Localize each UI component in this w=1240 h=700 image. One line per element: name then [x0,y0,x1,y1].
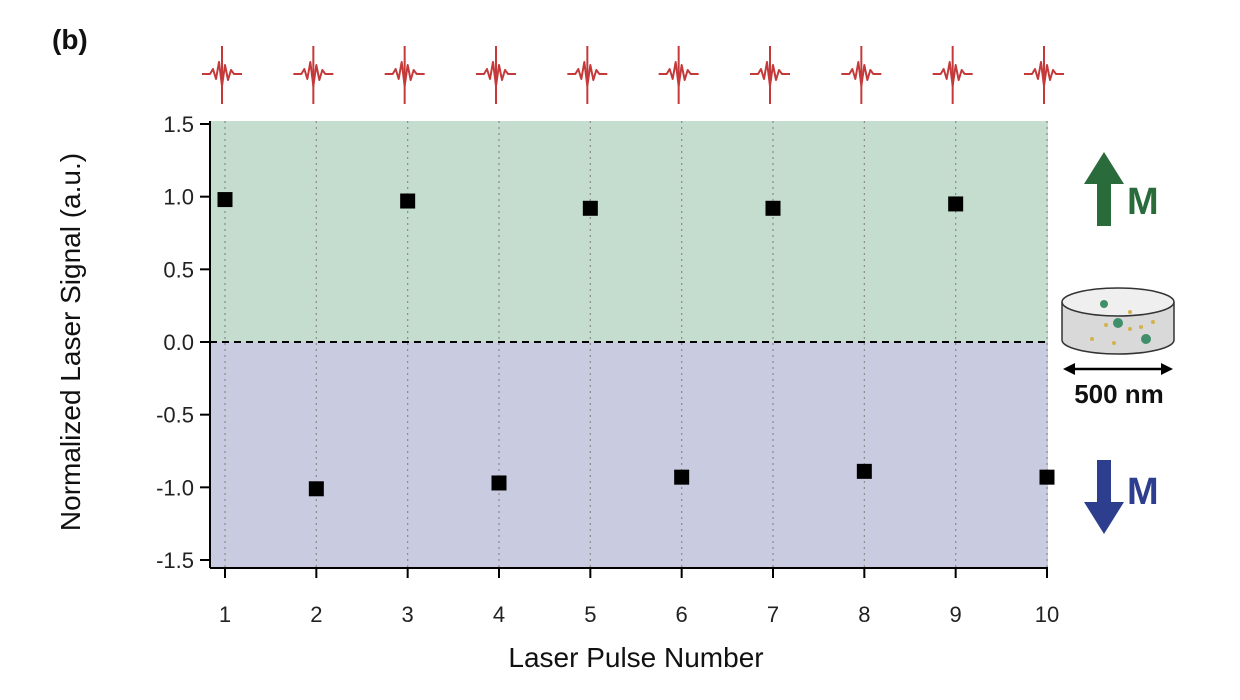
nanodisk-icon [1061,287,1175,355]
y-tick-label: -1.5 [156,548,194,573]
y-axis-title: Normalized Laser Signal (a.u.) [55,153,86,531]
arrow-up-icon [1084,152,1124,226]
x-tick-label: 10 [1035,602,1059,627]
y-tick-label: 1.0 [163,185,194,210]
laser-pulse-icon [567,46,608,104]
data-point [491,475,507,491]
y-ticks: 1.5 1.0 0.5 0.0 -0.5 -1.0 -1.5 [156,112,210,573]
data-point [948,196,964,212]
x-tick-label: 5 [584,602,596,627]
data-points [217,192,1055,497]
laser-pulse-icon [476,46,516,104]
laser-pulse-icon [202,46,242,104]
laser-pulse-icon [384,46,425,104]
y-tick-label: -1.0 [156,475,194,500]
arrow-down-icon [1084,460,1124,534]
data-point [674,469,690,485]
laser-pulse-icon [932,46,973,104]
laser-pulse-icon [293,46,334,104]
x-tick-label: 3 [402,602,414,627]
x-tick-label: 1 [219,602,231,627]
data-point [1039,469,1055,485]
data-point [856,463,872,479]
axes [209,121,1048,569]
laser-pulse-icon [658,46,699,104]
data-point [582,200,598,216]
data-point [217,192,233,208]
y-tick-label: 0.0 [163,330,194,355]
x-tick-label: 4 [493,602,505,627]
magnetization-down-label: M [1127,471,1159,513]
laser-pulses [202,46,1064,104]
x-tick-label: 6 [676,602,688,627]
background-regions [210,121,1048,568]
y-tick-label: 1.5 [163,112,194,137]
laser-pulse-icon [750,46,790,104]
laser-pulse-icon [841,46,882,104]
scale-bar-label: 500 nm [1074,379,1164,409]
y-tick-label: -0.5 [156,403,194,428]
data-point [765,200,781,216]
x-tick-label: 2 [310,602,322,627]
region-down [210,342,1048,568]
laser-pulse-icon [1024,46,1064,104]
data-point [308,481,324,497]
data-point [400,193,416,209]
y-tick-label: 0.5 [163,257,194,282]
panel-label: (b) [52,24,88,55]
region-up [210,121,1048,342]
x-tick-label: 8 [858,602,870,627]
x-axis-title: Laser Pulse Number [508,642,763,673]
magnetization-up-label: M [1127,181,1159,223]
scale-bar [1063,363,1173,375]
x-tick-label: 7 [767,602,779,627]
x-ticks: 1 2 3 4 5 6 7 8 9 10 [219,568,1059,627]
x-tick-label: 9 [950,602,962,627]
